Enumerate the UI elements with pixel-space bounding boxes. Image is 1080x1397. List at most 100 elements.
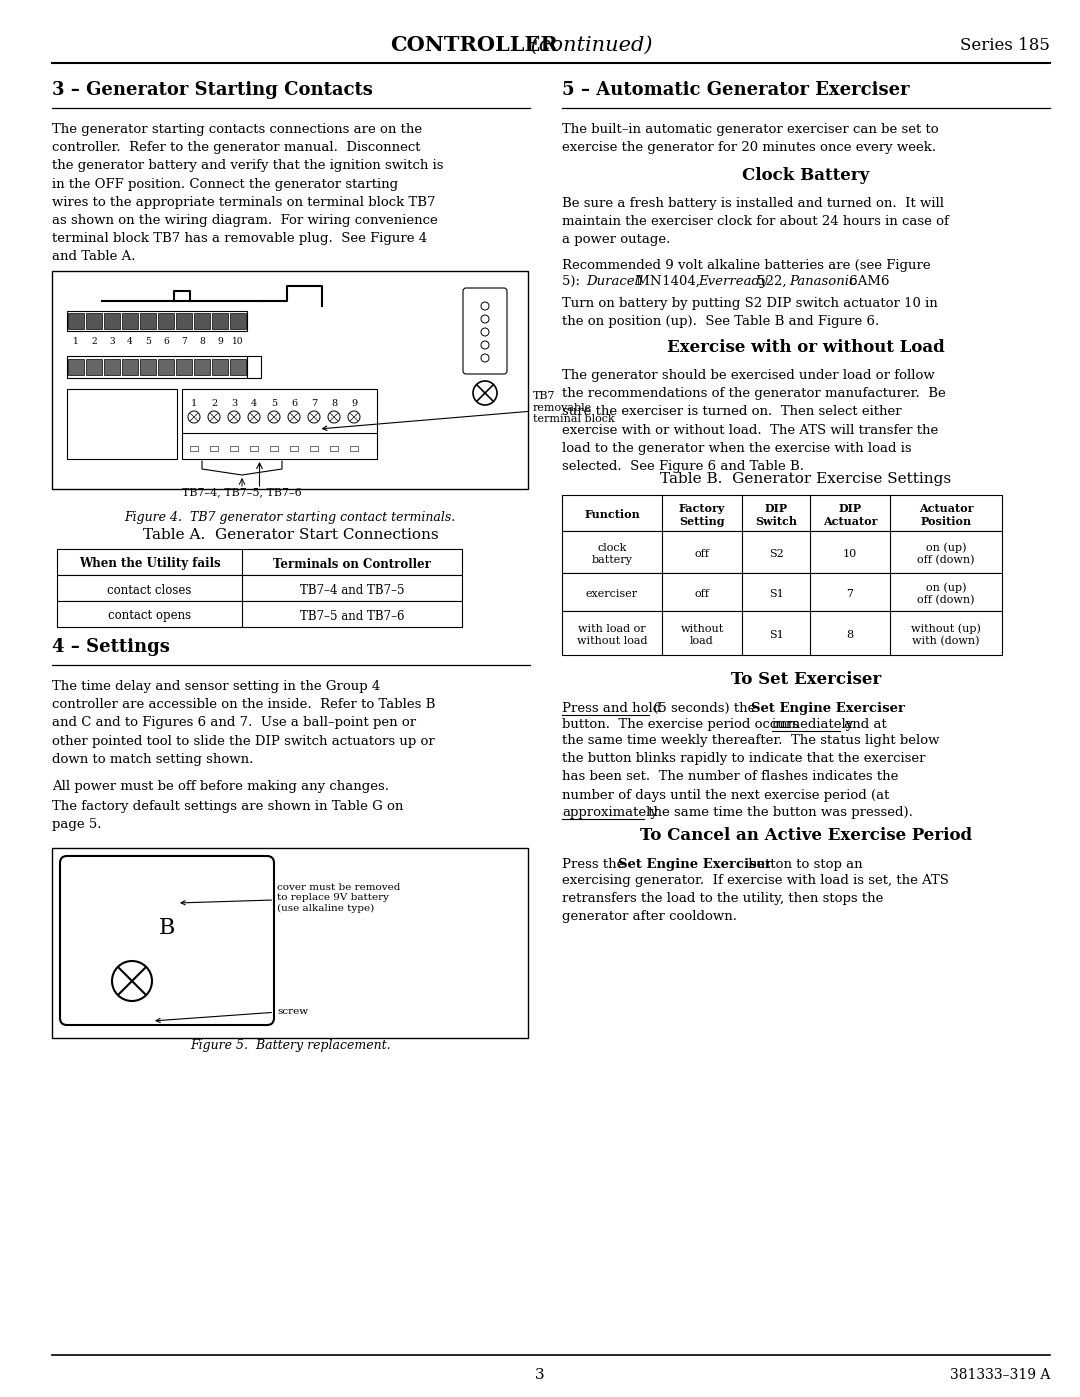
Text: 6: 6 [291,398,297,408]
Text: 3 – Generator Starting Contacts: 3 – Generator Starting Contacts [52,81,373,99]
Text: Panasonic: Panasonic [789,275,856,288]
Bar [140,359,156,374]
Text: 3: 3 [231,398,238,408]
Text: The built–in automatic generator exerciser can be set to
exercise the generator : The built–in automatic generator exercis… [562,123,939,154]
Text: 8: 8 [847,630,853,640]
Bar [230,446,238,451]
Bar [52,848,528,1038]
Bar [57,576,462,601]
Text: The generator should be exercised under load or follow
the recommendations of th: The generator should be exercised under … [562,369,946,474]
Text: button to stop an: button to stop an [744,858,863,870]
Text: Turn on battery by putting S2 DIP switch actuator 10 in
the on position (up).  S: Turn on battery by putting S2 DIP switch… [562,298,937,328]
Text: The generator starting contacts connections are on the
controller.  Refer to the: The generator starting contacts connecti… [52,123,444,264]
Text: exerciser: exerciser [586,590,638,599]
Text: DIP
Actuator: DIP Actuator [823,503,877,527]
Text: Clock Battery: Clock Battery [742,166,869,183]
Text: Be sure a fresh battery is installed and turned on.  It will
maintain the exerci: Be sure a fresh battery is installed and… [562,197,949,246]
Text: (continued): (continued) [524,35,652,54]
Bar [230,313,246,330]
Bar [68,359,84,374]
Text: MN: MN [632,275,661,288]
Text: on (up)
off (down): on (up) off (down) [917,583,975,606]
Text: Series 185: Series 185 [960,36,1050,53]
Bar [291,446,298,451]
Text: Press the: Press the [562,858,629,870]
Text: Set Engine Exerciser: Set Engine Exerciser [618,858,772,870]
Text: 9: 9 [351,398,357,408]
Bar [104,313,120,330]
Bar [270,446,278,451]
Text: off: off [694,590,710,599]
Text: TB7–4, TB7–5, TB7–6: TB7–4, TB7–5, TB7–6 [183,488,302,497]
Text: TB7–5 and TB7–6: TB7–5 and TB7–6 [300,609,404,623]
Bar [310,446,318,451]
Text: Duracell: Duracell [586,275,643,288]
Text: 6AM6: 6AM6 [845,275,890,288]
Text: 7: 7 [847,590,853,599]
Text: 2: 2 [91,337,97,345]
Text: Figure 4.  TB7 generator starting contact terminals.: Figure 4. TB7 generator starting contact… [124,510,456,524]
Text: B: B [159,916,175,939]
Text: 6: 6 [163,337,168,345]
Text: 381333–319 A: 381333–319 A [949,1368,1050,1382]
Text: TB7
removable
terminal block: TB7 removable terminal block [323,391,615,430]
Text: 5):: 5): [562,275,584,288]
Bar [67,356,247,379]
Bar [68,313,84,330]
Text: 8: 8 [330,398,337,408]
Text: screw: screw [156,1006,308,1023]
Text: Figure 5.  Battery replacement.: Figure 5. Battery replacement. [190,1039,390,1052]
Text: Set Engine Exerciser: Set Engine Exerciser [751,703,905,715]
Bar [176,359,192,374]
Text: S2: S2 [769,549,783,559]
Bar [230,359,246,374]
Text: 10: 10 [232,337,244,345]
Text: Terminals on Controller: Terminals on Controller [273,557,431,570]
Text: and at: and at [840,718,887,731]
Bar [330,446,338,451]
Text: without
load: without load [680,624,724,647]
Bar [122,313,138,330]
Text: 4 – Settings: 4 – Settings [52,638,170,657]
Text: the same time the button was pressed).: the same time the button was pressed). [644,806,913,819]
Bar [350,446,357,451]
Text: 1: 1 [191,398,198,408]
Text: All power must be off before making any changes.: All power must be off before making any … [52,780,389,793]
Text: S1: S1 [769,630,783,640]
Bar [57,549,462,576]
Text: Table B.  Generator Exercise Settings: Table B. Generator Exercise Settings [661,472,951,486]
Bar [158,313,174,330]
Bar [562,610,1002,655]
Bar [562,495,1002,531]
Text: without (up)
with (down): without (up) with (down) [912,623,981,647]
Text: (5 seconds) the: (5 seconds) the [649,703,759,715]
Text: on (up)
off (down): on (up) off (down) [917,542,975,566]
Text: The factory default settings are shown in Table G on
page 5.: The factory default settings are shown i… [52,800,403,831]
Bar [140,313,156,330]
Bar [67,388,177,460]
Text: Recommended 9 volt alkaline batteries are (see Figure: Recommended 9 volt alkaline batteries ar… [562,258,931,272]
Text: with load or
without load: with load or without load [577,624,647,647]
Text: contact closes: contact closes [107,584,191,597]
Text: 4: 4 [127,337,133,345]
Text: 3: 3 [109,337,114,345]
Bar [212,313,228,330]
Text: 7: 7 [311,398,318,408]
Bar [212,359,228,374]
Bar [86,359,102,374]
Bar [249,446,258,451]
Text: Function: Function [584,510,639,521]
Bar [86,313,102,330]
FancyBboxPatch shape [60,856,274,1025]
Bar [158,359,174,374]
Text: When the Utility fails: When the Utility fails [79,557,220,570]
FancyBboxPatch shape [463,288,507,374]
Text: TB7–4 and TB7–5: TB7–4 and TB7–5 [300,584,404,597]
Text: Table A.  Generator Start Connections: Table A. Generator Start Connections [144,528,438,542]
Text: 1404,: 1404, [658,275,704,288]
Text: 4: 4 [251,398,257,408]
Bar [52,271,528,489]
Text: Factory
Setting: Factory Setting [679,503,725,527]
Text: CONTROLLER: CONTROLLER [390,35,557,54]
Text: button.  The exercise period occurs: button. The exercise period occurs [562,718,804,731]
